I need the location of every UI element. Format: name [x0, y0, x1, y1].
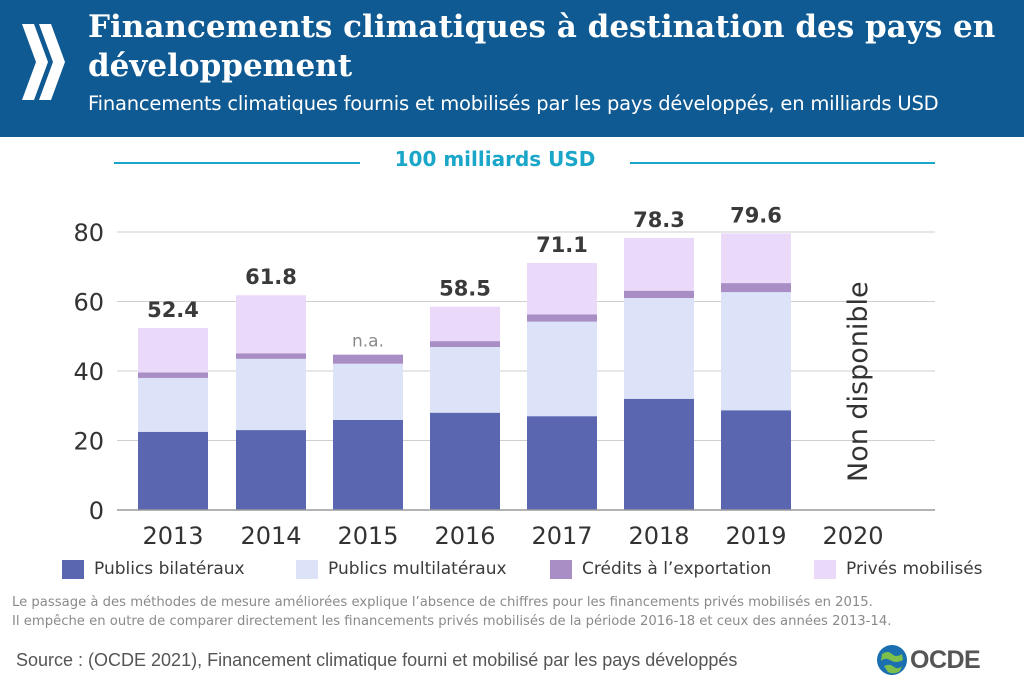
x-tick-label: 2016	[434, 522, 495, 550]
legend-item-credits-exportation: Crédits à l’exportation	[550, 556, 771, 582]
bar-segment	[333, 363, 403, 420]
not-available-annotation: Non disponible	[843, 281, 874, 482]
bar-segment	[527, 314, 597, 322]
stacked-bar-chart: 0 20 40 60 80 52.4 2013 61.8 2014 n.a. 2015 58.5 201…	[73, 203, 935, 550]
y-tick-label: 20	[73, 428, 104, 456]
x-tick-label: 2020	[822, 522, 883, 550]
x-tick-label: 2013	[142, 522, 203, 550]
legend-label: Publics bilatéraux	[94, 559, 245, 579]
x-tick-label: 2017	[531, 522, 592, 550]
legend-label: Publics multilatéraux	[328, 559, 507, 579]
x-tick-label: 2015	[337, 522, 398, 550]
legend-swatch	[62, 559, 84, 579]
bar-segment	[624, 298, 694, 399]
bar-segment	[624, 290, 694, 299]
total-data-label: 52.4	[147, 298, 199, 322]
bar-segment	[430, 306, 500, 342]
bar-segment	[527, 321, 597, 417]
bar-segment	[430, 347, 500, 413]
bar-segment	[430, 412, 500, 510]
x-tick-label: 2019	[725, 522, 786, 550]
globe-icon	[877, 645, 907, 675]
bar-segment	[236, 353, 306, 359]
footnote-line-1: Le passage à des méthodes de mesure amél…	[12, 595, 873, 610]
bar-segment	[236, 295, 306, 354]
x-tick-label: 2014	[240, 522, 301, 550]
bar-segment	[138, 377, 208, 432]
bar-segment	[721, 410, 791, 510]
legend-swatch	[550, 559, 572, 579]
total-data-label: 78.3	[633, 208, 685, 232]
bar-segment	[430, 341, 500, 348]
bar-segment	[721, 233, 791, 284]
y-tick-label: 0	[89, 497, 104, 525]
y-tick-label: 80	[73, 219, 104, 247]
footnote-line-2: Il empêche en outre de comparer directem…	[12, 614, 892, 629]
x-tick-label: 2018	[628, 522, 689, 550]
page-subtitle: Financements climatiques fournis et mobi…	[88, 92, 939, 115]
logo-text: OCDE	[910, 646, 981, 674]
bar-segment	[236, 358, 306, 431]
bar-segment	[721, 292, 791, 411]
total-data-label: 79.6	[730, 203, 782, 227]
bar-segment	[624, 237, 694, 291]
footnote: Le passage à des méthodes de mesure amél…	[12, 593, 1017, 631]
total-data-label: 58.5	[439, 277, 491, 301]
bar-segment	[138, 431, 208, 510]
bar-segment	[333, 419, 403, 510]
header-banner: Financements climatiques à destination d…	[0, 0, 1024, 137]
y-tick-label: 60	[73, 289, 104, 317]
bar-segment	[333, 354, 403, 364]
legend-label: Privés mobilisés	[846, 559, 983, 579]
bar-segment	[138, 372, 208, 378]
source-text: Source : (OCDE 2021), Financement climat…	[16, 650, 738, 670]
total-data-label: 71.1	[536, 233, 588, 257]
legend-swatch	[814, 559, 836, 579]
total-data-label: n.a.	[352, 332, 384, 352]
bar-segment	[527, 416, 597, 510]
legend-item-publics-multilateraux: Publics multilatéraux	[296, 556, 507, 582]
bar-segment	[138, 327, 208, 373]
total-data-label: 61.8	[245, 265, 297, 289]
legend-item-publics-bilateraux: Publics bilatéraux	[62, 556, 245, 582]
y-tick-label: 40	[73, 358, 104, 386]
page-title: Financements climatiques à destination d…	[88, 9, 996, 84]
legend-swatch	[296, 559, 318, 579]
target-label: 100 milliards USD	[394, 147, 596, 171]
oecd-logo: OCDE	[876, 642, 1016, 678]
legend-item-prives-mobilises: Privés mobilisés	[814, 556, 983, 582]
chart-legend: Publics bilatéraux Publics multilatéraux…	[62, 556, 1012, 582]
target-line-left	[114, 162, 360, 164]
chevron-logo-icon	[22, 24, 65, 100]
bar-segment	[527, 262, 597, 315]
bar-segment	[721, 283, 791, 293]
target-line-right	[630, 162, 935, 164]
legend-label: Crédits à l’exportation	[582, 559, 772, 579]
bar-segment	[236, 430, 306, 510]
bar-segment	[624, 398, 694, 510]
